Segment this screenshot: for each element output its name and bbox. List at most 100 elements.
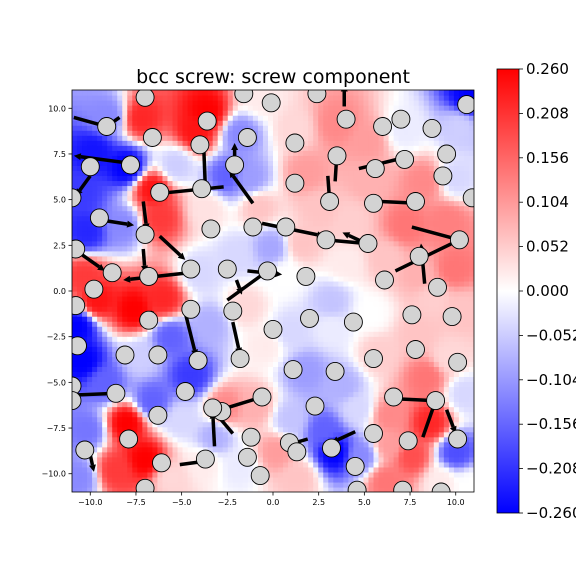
field-cell xyxy=(378,321,385,327)
field-cell xyxy=(267,90,274,96)
field-cell xyxy=(177,341,184,347)
field-cell xyxy=(132,306,138,312)
field-cell xyxy=(152,215,159,222)
field-cell xyxy=(107,100,113,106)
field-cell xyxy=(242,105,249,111)
field-cell xyxy=(87,190,93,197)
field-cell xyxy=(72,120,78,126)
field-cell xyxy=(257,205,264,212)
field-cell xyxy=(192,250,199,257)
field-cell xyxy=(172,255,179,262)
field-cell xyxy=(82,311,88,317)
field-cell xyxy=(318,135,324,141)
field-cell xyxy=(273,416,279,423)
field-cell xyxy=(82,471,88,478)
field-cell xyxy=(318,466,324,473)
field-cell xyxy=(207,195,214,202)
field-cell xyxy=(293,210,299,217)
field-cell xyxy=(288,471,294,478)
field-cell xyxy=(72,451,78,458)
field-cell xyxy=(343,306,349,312)
field-cell xyxy=(348,230,355,237)
field-cell xyxy=(117,466,123,473)
field-cell xyxy=(82,250,88,257)
field-cell xyxy=(142,381,148,388)
field-cell xyxy=(257,351,264,357)
field-cell xyxy=(87,376,93,383)
field-cell xyxy=(107,401,113,408)
field-cell xyxy=(157,421,164,428)
field-cell xyxy=(293,416,299,423)
field-cell xyxy=(107,195,113,202)
field-cell xyxy=(232,185,239,192)
field-cell xyxy=(172,275,179,282)
field-cell xyxy=(117,255,123,262)
field-cell xyxy=(262,371,269,378)
field-cell xyxy=(122,275,128,282)
field-cell xyxy=(87,416,93,423)
field-cell xyxy=(172,361,179,367)
field-cell xyxy=(267,371,274,378)
field-cell xyxy=(92,95,98,101)
field-cell xyxy=(368,185,375,192)
field-cell xyxy=(172,391,179,398)
field-cell xyxy=(222,220,229,227)
field-cell xyxy=(252,331,259,337)
field-cell xyxy=(252,240,259,247)
field-cell xyxy=(192,341,199,347)
field-cell xyxy=(288,481,294,488)
field-cell xyxy=(242,170,249,177)
field-cell xyxy=(142,190,148,197)
field-cell xyxy=(328,311,334,317)
field-cell xyxy=(202,486,209,492)
field-cell xyxy=(217,326,224,332)
field-cell xyxy=(97,190,103,197)
field-cell xyxy=(132,476,138,483)
field-cell xyxy=(182,406,189,413)
field-cell xyxy=(217,225,224,232)
field-cell xyxy=(247,366,254,373)
field-cell xyxy=(303,411,309,418)
field-cell xyxy=(358,426,365,433)
field-cell xyxy=(187,351,194,357)
field-cell xyxy=(343,466,349,473)
field-cell xyxy=(262,125,269,131)
field-cell xyxy=(107,446,113,453)
field-cell xyxy=(167,130,174,136)
field-cell xyxy=(92,265,98,272)
field-cell xyxy=(262,421,269,428)
field-cell xyxy=(267,376,274,383)
field-cell xyxy=(192,381,199,388)
field-cell xyxy=(378,255,385,262)
field-cell xyxy=(278,481,284,488)
field-cell xyxy=(177,160,184,166)
field-cell xyxy=(353,366,360,373)
field-cell xyxy=(132,125,138,131)
field-cell xyxy=(373,175,380,182)
field-cell xyxy=(217,476,224,483)
field-cell xyxy=(162,140,169,146)
field-cell xyxy=(192,120,199,126)
field-cell xyxy=(267,336,274,342)
field-cell xyxy=(217,110,224,116)
field-cell xyxy=(247,301,254,307)
field-cell xyxy=(177,245,184,252)
field-cell xyxy=(172,95,179,101)
field-cell xyxy=(278,301,284,307)
field-cell xyxy=(172,280,179,287)
field-cell xyxy=(368,396,375,403)
field-cell xyxy=(182,456,189,463)
field-cell xyxy=(288,280,294,287)
field-cell xyxy=(363,250,370,257)
field-cell xyxy=(293,301,299,307)
field-cell xyxy=(212,461,219,468)
field-cell xyxy=(107,466,113,473)
field-cell xyxy=(298,210,304,217)
field-cell xyxy=(142,446,148,453)
field-cell xyxy=(273,110,279,116)
field-cell xyxy=(378,100,385,106)
field-cell xyxy=(142,406,148,413)
field-cell xyxy=(107,245,113,252)
field-cell xyxy=(107,110,113,116)
field-cell xyxy=(187,401,194,408)
